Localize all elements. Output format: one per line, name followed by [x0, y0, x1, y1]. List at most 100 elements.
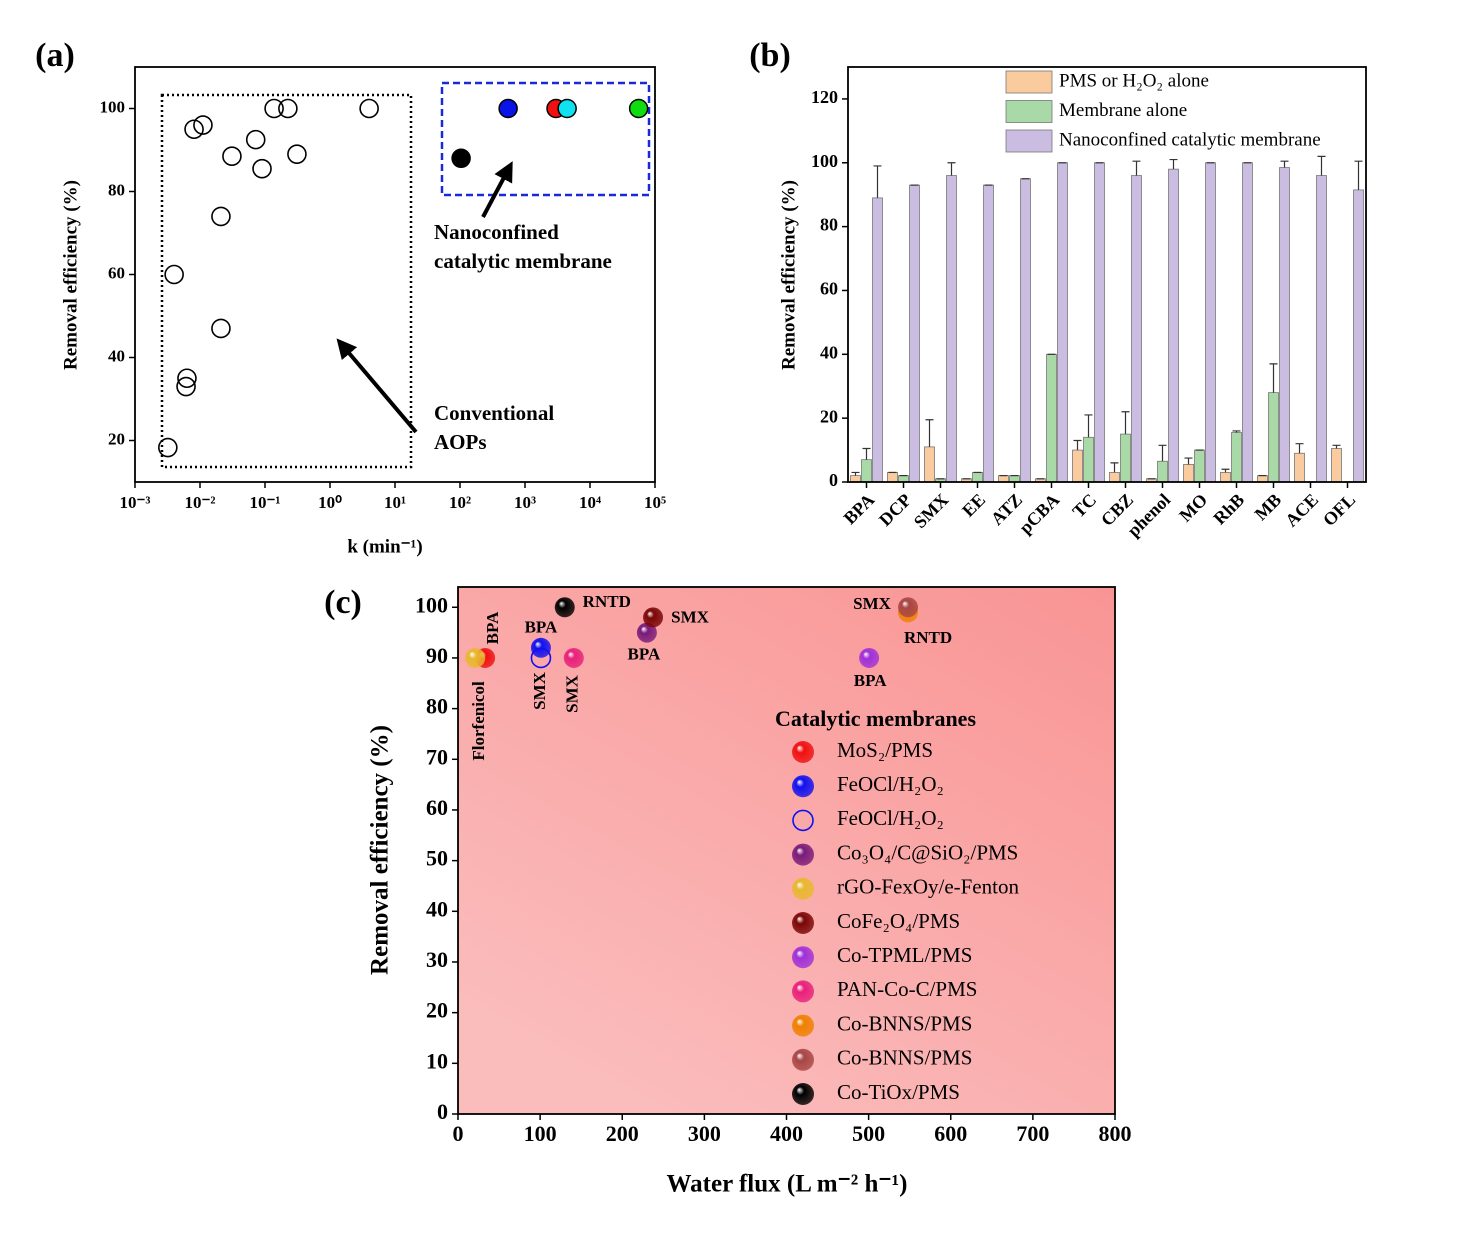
- point-label: RNTD: [904, 628, 952, 647]
- point-label: Florfenicol: [469, 681, 488, 761]
- group-box: [440, 81, 651, 197]
- data-point: [177, 368, 197, 389]
- x-tick-label: SMX: [910, 490, 952, 532]
- bar: [1220, 472, 1231, 483]
- data-point: [359, 98, 379, 119]
- error-bar: [1221, 468, 1230, 473]
- bar: [1168, 168, 1179, 483]
- x-tick-label: 400: [770, 1121, 803, 1146]
- legend-title: Catalytic membranes: [775, 706, 976, 731]
- bar: [1009, 475, 1020, 483]
- legend-marker: [792, 1083, 814, 1105]
- data-point: [252, 158, 272, 179]
- y-tick-label: 80: [820, 215, 838, 235]
- bar: [1353, 189, 1364, 483]
- x-tick-label: ACE: [1281, 490, 1322, 531]
- x-tick-label: RhB: [1209, 490, 1248, 529]
- error-bar: [1280, 160, 1289, 168]
- legend-label: Co-TPML/PMS: [837, 943, 972, 967]
- legend-label: Co₃O₄/C@SiO₂/PMS: [837, 840, 1018, 864]
- bar: [1194, 449, 1205, 483]
- plot-background: [458, 587, 1115, 1114]
- legend-label: Co-BNNS/PMS: [837, 1046, 972, 1070]
- bar: [1046, 353, 1057, 483]
- legend-label: PMS or H₂O₂ alone: [1059, 70, 1209, 91]
- bar: [1294, 452, 1305, 483]
- legend-label: Membrane alone: [1059, 100, 1187, 121]
- y-tick-label: 70: [426, 744, 448, 769]
- data-point: [530, 647, 552, 669]
- y-tick-label: 0: [437, 1099, 448, 1124]
- legend-label: FeOCl/H₂O₂: [837, 806, 944, 830]
- y-tick-label: 100: [415, 592, 448, 617]
- data-point: [193, 115, 213, 135]
- error-bar: [873, 165, 882, 198]
- data-point: [554, 597, 575, 618]
- bar: [1157, 460, 1168, 483]
- bar: [1268, 392, 1279, 483]
- data-point: [158, 437, 178, 458]
- x-tick-label: 500: [852, 1121, 885, 1146]
- x-tick-label: 10⁰: [318, 493, 342, 512]
- bar: [1131, 175, 1142, 483]
- y-axis-title: Removal efficiency (%): [367, 725, 394, 975]
- x-tick-label: DCP: [875, 490, 915, 530]
- y-tick-label: 80: [108, 180, 125, 199]
- error-bar: [1132, 160, 1141, 176]
- legend-swatch: [1005, 129, 1053, 153]
- data-point: [563, 647, 584, 668]
- arrow: [481, 161, 513, 218]
- error-bar: [1295, 443, 1304, 454]
- point-label: SMX: [853, 594, 892, 613]
- x-tick-label: 800: [1099, 1121, 1132, 1146]
- y-tick-label: 40: [820, 342, 838, 362]
- y-axis-title: Removal efficiency (%): [778, 180, 799, 370]
- legend-label: Nanoconfined catalytic membrane: [1059, 129, 1321, 150]
- legend-marker: [792, 741, 814, 763]
- arrow: [336, 338, 418, 434]
- error-bar: [1317, 155, 1326, 176]
- y-tick-label: 10: [426, 1048, 448, 1073]
- data-point: [628, 98, 649, 119]
- error-bar: [1169, 158, 1178, 170]
- data-point: [264, 98, 284, 119]
- y-tick-label: 20: [426, 998, 448, 1023]
- error-bar: [947, 162, 956, 176]
- error-bar: [1121, 411, 1130, 435]
- x-tick-label: 10⁻¹: [249, 493, 280, 512]
- x-tick-label: 10⁻²: [184, 493, 215, 512]
- plot-frame: [134, 66, 656, 483]
- x-tick-label: phenol: [1123, 490, 1174, 541]
- y-tick-label: 60: [820, 279, 838, 299]
- x-tick-label: 200: [606, 1121, 639, 1146]
- legend-label: MoS₂/PMS: [837, 738, 933, 762]
- x-axis-title: k (min⁻¹): [347, 536, 422, 557]
- x-tick-label: 10³: [514, 493, 536, 512]
- bar: [1020, 178, 1031, 483]
- y-tick-label: 40: [426, 896, 448, 921]
- plot-frame: [847, 66, 1367, 483]
- data-point: [898, 597, 919, 618]
- legend-marker: [792, 843, 814, 866]
- error-bar: [1354, 160, 1363, 190]
- x-tick-label: EE: [958, 490, 989, 521]
- x-tick-label: 10¹: [384, 493, 406, 512]
- point-label: BPA: [628, 645, 661, 664]
- group-box: [160, 93, 413, 469]
- data-point: [222, 146, 242, 167]
- panel-label: (a): [35, 37, 75, 74]
- x-tick-label: 600: [934, 1121, 967, 1146]
- x-tick-label: 10⁵: [644, 493, 666, 512]
- data-point: [465, 647, 486, 668]
- legend-label: FeOCl/H₂O₂: [837, 772, 944, 796]
- error-bar: [1232, 430, 1241, 433]
- error-bar: [1073, 439, 1082, 451]
- bar: [1109, 472, 1120, 483]
- legend-label: CoFe₂O₄/PMS: [837, 909, 960, 933]
- legend-swatch: [1005, 100, 1053, 123]
- x-tick-label: MB: [1251, 490, 1286, 525]
- x-tick-label: 0: [453, 1121, 464, 1146]
- bar: [946, 175, 957, 483]
